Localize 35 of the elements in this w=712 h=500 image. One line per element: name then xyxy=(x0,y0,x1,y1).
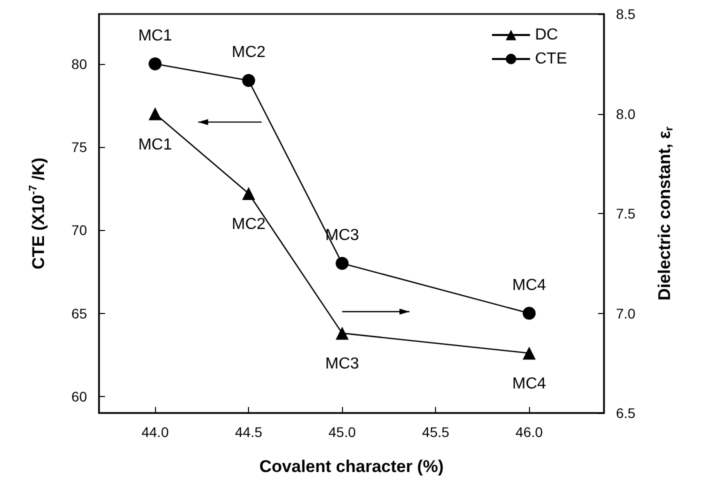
x-tick-label: 44.0 xyxy=(141,424,169,440)
legend-label: DC xyxy=(535,26,558,44)
point xyxy=(522,346,536,360)
y2-tick-label: 8.5 xyxy=(616,6,636,22)
y2-tick-label: 7.0 xyxy=(616,305,636,322)
y-tick-label: 60 xyxy=(71,388,88,404)
point xyxy=(148,57,162,70)
legend-label: CTE xyxy=(535,50,567,68)
y2-axis-title: Dielectric constant, εr xyxy=(655,126,676,300)
point xyxy=(522,306,536,320)
annotation: MC2 xyxy=(232,44,266,61)
x-tick-label: 44.5 xyxy=(235,424,262,440)
x-tick-label: 45.0 xyxy=(328,424,356,440)
annotation: MC1 xyxy=(138,136,172,154)
annotation: MC4 xyxy=(512,276,546,294)
point xyxy=(242,187,256,200)
y2-tick-label: 6.5 xyxy=(616,405,636,421)
y-tick-label: 65 xyxy=(71,305,88,322)
y-tick-label: 70 xyxy=(71,222,88,238)
y2-tick-label: 8.0 xyxy=(616,106,636,122)
y-tick-label: 80 xyxy=(71,56,88,72)
annotation: MC1 xyxy=(138,27,172,44)
annotation: MC3 xyxy=(325,356,360,373)
annotation: MC2 xyxy=(232,216,266,234)
point xyxy=(242,74,256,87)
point xyxy=(336,256,349,270)
y-tick-label: 75 xyxy=(71,139,88,155)
y-axis-title: CTE (X10-7 /K) xyxy=(28,158,48,270)
x-axis-title: Covalent character (%) xyxy=(259,457,444,476)
point xyxy=(148,107,162,120)
point xyxy=(336,326,349,340)
annotation: MC4 xyxy=(512,376,546,393)
y2-tick-label: 7.5 xyxy=(616,206,636,222)
x-tick-label: 45.5 xyxy=(422,424,450,440)
x-tick-label: 46.0 xyxy=(516,424,544,440)
